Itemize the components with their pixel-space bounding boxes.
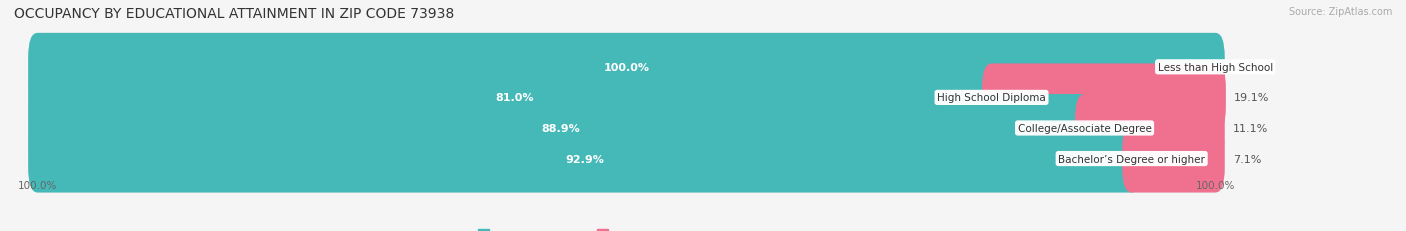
Text: 92.9%: 92.9%	[565, 154, 605, 164]
Text: 81.0%: 81.0%	[495, 93, 534, 103]
Text: 0.0%: 0.0%	[1233, 63, 1261, 73]
Text: 19.1%: 19.1%	[1234, 93, 1270, 103]
Text: High School Diploma: High School Diploma	[938, 93, 1046, 103]
Legend: Owner-occupied, Renter-occupied: Owner-occupied, Renter-occupied	[474, 225, 713, 231]
FancyBboxPatch shape	[28, 34, 1225, 101]
Text: 88.9%: 88.9%	[541, 123, 581, 133]
FancyBboxPatch shape	[28, 34, 1225, 101]
Text: Less than High School: Less than High School	[1157, 63, 1272, 73]
FancyBboxPatch shape	[1122, 125, 1225, 193]
Text: 7.1%: 7.1%	[1233, 154, 1261, 164]
FancyBboxPatch shape	[28, 95, 1094, 162]
FancyBboxPatch shape	[28, 125, 1225, 193]
FancyBboxPatch shape	[28, 95, 1225, 162]
FancyBboxPatch shape	[28, 64, 1001, 132]
Text: College/Associate Degree: College/Associate Degree	[1018, 123, 1152, 133]
Text: 11.1%: 11.1%	[1233, 123, 1268, 133]
Text: Bachelor’s Degree or higher: Bachelor’s Degree or higher	[1059, 154, 1205, 164]
FancyBboxPatch shape	[1076, 95, 1225, 162]
FancyBboxPatch shape	[28, 64, 1225, 132]
Text: OCCUPANCY BY EDUCATIONAL ATTAINMENT IN ZIP CODE 73938: OCCUPANCY BY EDUCATIONAL ATTAINMENT IN Z…	[14, 7, 454, 21]
FancyBboxPatch shape	[983, 64, 1226, 132]
Text: 100.0%: 100.0%	[18, 180, 58, 190]
Text: Source: ZipAtlas.com: Source: ZipAtlas.com	[1288, 7, 1392, 17]
Text: 100.0%: 100.0%	[1195, 180, 1234, 190]
Text: 100.0%: 100.0%	[603, 63, 650, 73]
FancyBboxPatch shape	[28, 125, 1142, 193]
